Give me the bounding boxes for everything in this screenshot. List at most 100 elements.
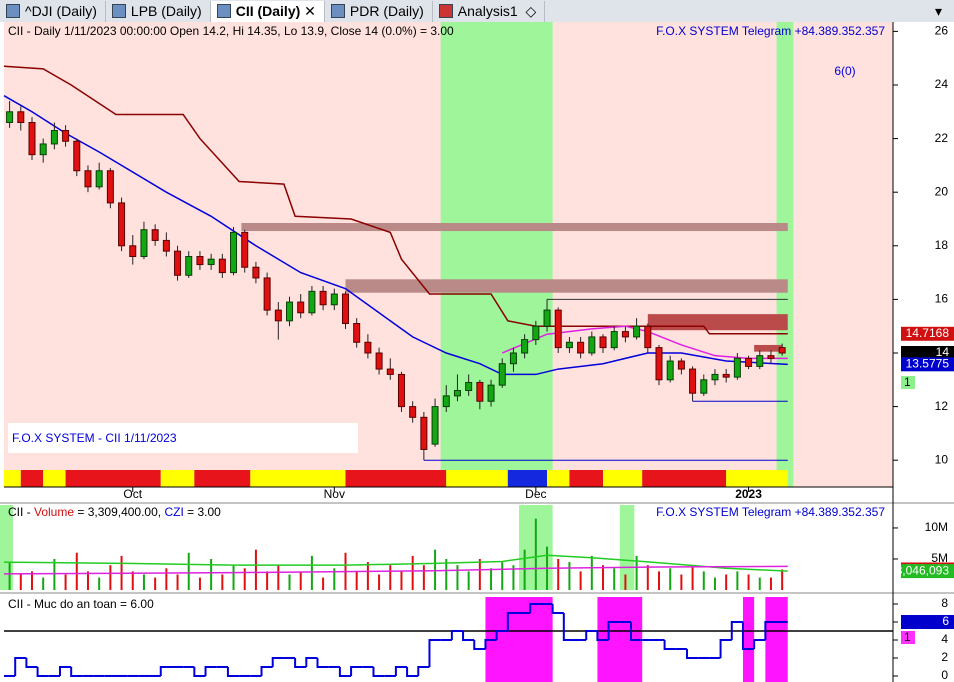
volume-bar <box>288 574 291 590</box>
tab[interactable]: LPB (Daily) <box>106 0 211 22</box>
safety-step <box>764 621 777 640</box>
candle-body <box>73 140 81 172</box>
safety-step <box>663 639 676 650</box>
tab[interactable]: PDR (Daily) <box>325 0 433 22</box>
volume-bar <box>355 571 358 590</box>
resistance-zone <box>754 344 783 352</box>
highlight-zone <box>742 597 755 682</box>
candle-body <box>733 357 741 378</box>
tab[interactable]: Analysis1 ◇ <box>433 0 546 22</box>
safety-step <box>226 666 240 677</box>
tab[interactable]: CII (Daily) ✕ <box>210 0 325 22</box>
volume-bar <box>378 574 381 590</box>
volume-bar <box>254 549 257 590</box>
safety-step <box>271 656 284 667</box>
watermark: F.O.X SYSTEM - CII 1/11/2023 <box>12 431 177 445</box>
candle-body <box>565 341 573 349</box>
highlight-zone <box>765 597 788 682</box>
candle-body <box>431 406 439 445</box>
candle-body <box>84 170 92 188</box>
badge-box <box>901 631 915 644</box>
safety-step <box>730 621 743 640</box>
safety-step <box>551 604 564 615</box>
volume-bar <box>98 577 101 590</box>
candle-body <box>6 111 14 124</box>
title-part: Volume <box>34 505 74 519</box>
tab[interactable]: ^DJI (Daily) <box>0 0 106 22</box>
candle-body <box>341 293 349 325</box>
candle-body <box>633 325 641 338</box>
safety-step <box>719 638 732 658</box>
state-strip <box>20 470 44 487</box>
volume-bar <box>154 577 157 590</box>
x-tick-label: 2023 <box>735 487 762 501</box>
y-tick-label: 10M <box>925 520 948 534</box>
state-strip <box>547 470 570 487</box>
tab-label: ^DJI (Daily) <box>25 2 97 19</box>
safety-step <box>596 631 609 641</box>
candle-body <box>330 293 338 306</box>
safety-step <box>473 639 486 650</box>
watermark-box <box>8 423 358 453</box>
price-label: 3,046,093 <box>896 563 950 577</box>
title-part: = 3.00 <box>184 505 221 519</box>
candle-body <box>599 336 607 349</box>
volume-bar <box>109 565 112 590</box>
safety-step <box>741 622 755 650</box>
candle-body <box>286 301 294 322</box>
candle-body <box>577 341 585 354</box>
volume-bar <box>232 565 235 590</box>
volume-bar <box>53 558 56 590</box>
candle-body <box>655 347 663 381</box>
volume-bar <box>142 574 145 590</box>
candle-body <box>263 277 271 311</box>
candle-body <box>677 360 685 370</box>
safety-step <box>428 638 441 667</box>
volume-bar <box>590 555 593 590</box>
candle-body <box>17 111 25 124</box>
volume-bar <box>613 568 616 590</box>
price-label-box <box>901 326 954 341</box>
volume-bar <box>277 565 280 590</box>
candle-body <box>274 309 282 322</box>
candle-body <box>207 258 215 266</box>
volume-bar <box>131 571 134 590</box>
state-strip <box>43 470 66 487</box>
volume-bar <box>411 555 414 590</box>
badge: 1 <box>904 375 911 389</box>
x-tick-label: Nov <box>324 487 345 501</box>
x-tick-label: Dec <box>525 487 546 501</box>
tab-menu[interactable]: ▾ <box>934 2 942 19</box>
tab-bar: ^DJI (Daily) LPB (Daily) CII (Daily) ✕ P… <box>0 0 954 22</box>
candle-body <box>241 231 249 268</box>
tab-label: Analysis1 <box>457 2 518 19</box>
volume-bar <box>523 549 526 590</box>
candle-body <box>689 368 697 394</box>
price-label: 6 <box>942 614 949 628</box>
y-tick-label: 2 <box>941 650 948 664</box>
volume-bar <box>456 565 459 590</box>
safety-step <box>25 657 38 668</box>
y-tick-label: 24 <box>935 77 949 91</box>
badge: 1 <box>904 630 911 644</box>
candle-body <box>498 363 506 386</box>
safety-step <box>305 656 318 667</box>
volume-bar <box>165 568 168 590</box>
volume-bar <box>445 558 448 590</box>
indicator-line <box>3 65 788 335</box>
volume-bar <box>769 577 772 590</box>
volume-bar <box>198 577 201 590</box>
state-strip <box>160 470 195 487</box>
safety-step <box>462 631 475 641</box>
title-part: CZI <box>164 505 183 519</box>
safety-step <box>159 665 172 676</box>
candle-body <box>465 381 473 392</box>
volume-bar <box>64 574 67 590</box>
volume-bar <box>736 571 739 590</box>
candle-body <box>62 130 70 142</box>
safety-step <box>58 665 72 676</box>
volume-bar <box>187 552 190 590</box>
candle-body <box>666 360 674 381</box>
candle-body <box>778 347 786 354</box>
tab-label: CII (Daily) <box>235 2 301 19</box>
